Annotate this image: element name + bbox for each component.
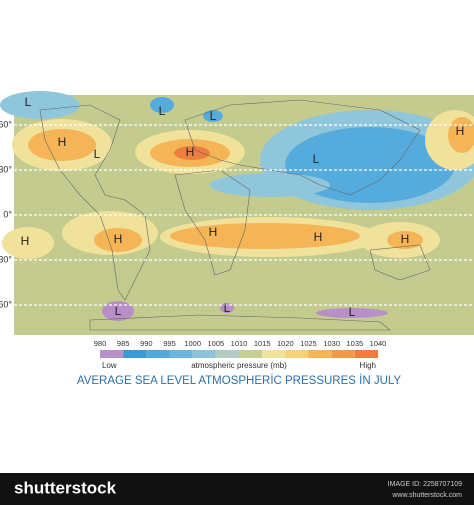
- high-area: [448, 117, 474, 153]
- low-area: [203, 110, 223, 122]
- colorbar-swatch: [169, 350, 193, 358]
- low-area: [210, 173, 330, 197]
- latitude-label: 30°: [0, 164, 12, 174]
- map: 60° 30° 0° 30° 60° L L L L H H L H H H H H H…: [0, 91, 474, 335]
- colorbar-tick-label: 990: [140, 339, 153, 348]
- colorbar-tick-label: 1010: [231, 339, 248, 348]
- legend-low: Low: [102, 361, 117, 370]
- colorbar-swatch: [146, 350, 170, 358]
- colorbar-tick-label: 1025: [300, 339, 317, 348]
- colorbar-swatch: [262, 350, 286, 358]
- pressure-marker: L: [210, 109, 217, 123]
- latitude-label: 60°: [0, 119, 12, 129]
- colorbar-swatch: [239, 350, 263, 358]
- high-area: [28, 129, 96, 161]
- colorbar-tick-label: 1020: [277, 339, 294, 348]
- coastlines: [39, 99, 431, 331]
- pressure-marker: H: [114, 232, 123, 246]
- colorbar-swatch: [308, 350, 332, 358]
- footer-brand: shutterstock: [14, 478, 117, 497]
- pressure-marker: L: [159, 104, 166, 118]
- pressure-marker: L: [25, 95, 32, 109]
- pressure-marker: L: [94, 147, 101, 161]
- low-area: [0, 91, 80, 119]
- footer-site: www.shutterstock.com: [391, 492, 462, 499]
- legend-high: High: [360, 361, 376, 370]
- high-area: [387, 231, 423, 249]
- pressure-marker: L: [224, 301, 231, 315]
- colorbar-tick-label: 1035: [346, 339, 363, 348]
- high-area: [174, 146, 210, 160]
- pressure-marker: L: [313, 152, 320, 166]
- colorbar-tick-label: 1015: [254, 339, 271, 348]
- colorbar-swatch: [192, 350, 216, 358]
- colorbar-tick-label: 1040: [370, 339, 387, 348]
- pressure-marker: H: [456, 124, 465, 138]
- colorbar-tick-label: 985: [117, 339, 130, 348]
- pressure-marker: H: [186, 145, 195, 159]
- latitude-label: 0°: [3, 209, 12, 219]
- legend: Low atmospheric pressure (mb) High 980 98…: [94, 339, 387, 370]
- colorbar-tick-label: 980: [94, 339, 107, 348]
- pressure-marker: H: [209, 225, 218, 239]
- colorbar-swatch: [354, 350, 378, 358]
- high-area: [170, 223, 360, 249]
- colorbar-swatch: [100, 350, 124, 358]
- footer-bar: [0, 473, 474, 505]
- colorbar-tick-label: 1030: [323, 339, 340, 348]
- colorbar-swatch: [123, 350, 147, 358]
- latitude-label: 30°: [0, 254, 12, 264]
- low-area: [102, 301, 134, 321]
- latitude-label: 60°: [0, 299, 12, 309]
- latitude-lines: 60° 30° 0° 30° 60°: [0, 119, 474, 309]
- low-area: [150, 97, 174, 113]
- colorbar-tick-label: 995: [163, 339, 176, 348]
- high-area: [94, 228, 142, 252]
- pressure-marker: L: [349, 305, 356, 319]
- legend-unit: atmospheric pressure (mb): [191, 361, 287, 370]
- pressure-marker: H: [21, 234, 30, 248]
- colorbar-swatch: [285, 350, 309, 358]
- colorbar-swatch: [215, 350, 239, 358]
- colorbar-swatch: [331, 350, 355, 358]
- low-area: [316, 308, 388, 318]
- pressure-marker: H: [401, 232, 410, 246]
- pressure-marker: H: [58, 135, 67, 149]
- colorbar-tick-label: 1005: [207, 339, 224, 348]
- title: AVERAGE SEA LEVEL ATMOSPHERİC PRESSURES …: [77, 374, 402, 387]
- pressure-marker: L: [115, 304, 122, 318]
- colorbar-tick-label: 1000: [184, 339, 201, 348]
- pressure-marker: H: [314, 230, 323, 244]
- footer-image-id: IMAGE ID: 2258707109: [388, 481, 462, 488]
- high-area: [2, 227, 54, 259]
